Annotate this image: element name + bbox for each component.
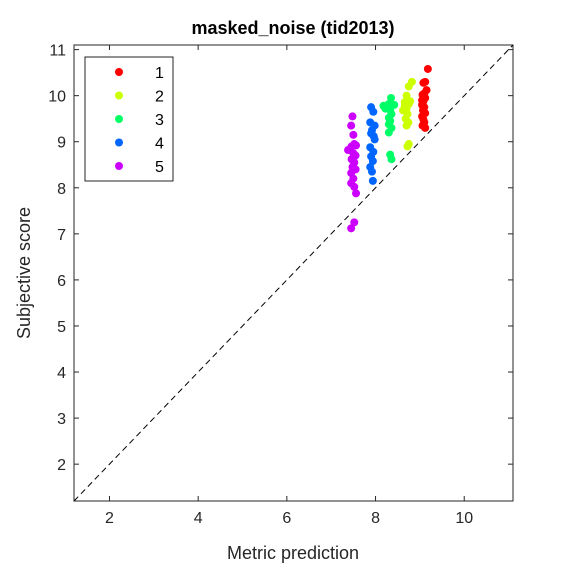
data-point-series-5 <box>348 112 357 121</box>
legend-marker-5 <box>115 162 123 170</box>
data-point-series-1 <box>421 123 430 132</box>
data-point-series-5 <box>347 224 356 233</box>
data-point-series-3 <box>387 155 396 164</box>
y-tick-label: 10 <box>48 89 66 106</box>
data-point-series-5 <box>352 141 361 150</box>
chart-title: masked_noise (tid2013) <box>191 18 394 38</box>
data-point-series-4 <box>368 176 377 185</box>
series-3 <box>379 93 399 164</box>
y-tick-label: 9 <box>57 135 66 152</box>
data-point-series-4 <box>368 157 377 166</box>
legend-box <box>84 56 174 182</box>
data-point-series-1 <box>419 78 428 87</box>
legend-label-4: 4 <box>155 136 164 153</box>
legend-label-5: 5 <box>155 159 164 176</box>
data-point-series-1 <box>423 64 432 73</box>
data-point-series-3 <box>384 128 393 137</box>
data-point-series-4 <box>370 135 379 144</box>
legend-marker-4 <box>115 138 123 147</box>
y-tick-label: 11 <box>49 43 66 60</box>
data-point-series-5 <box>350 182 359 191</box>
legend-marker-1 <box>115 68 123 76</box>
y-tick-label: 4 <box>57 365 66 382</box>
y-tick-label: 6 <box>57 273 66 290</box>
legend: 1 2 3 4 5 <box>84 56 174 182</box>
legend-label-3: 3 <box>155 112 164 129</box>
series-4 <box>366 103 379 185</box>
data-point-series-1 <box>420 89 429 98</box>
y-axis-label: Subjective score <box>14 207 34 339</box>
x-tick-label: 10 <box>455 510 473 527</box>
legend-marker-2 <box>115 91 123 100</box>
data-point-series-5 <box>350 218 359 227</box>
y-tick-label: 5 <box>57 319 66 336</box>
diagonal-line <box>73 44 514 502</box>
data-point-series-2 <box>402 121 411 130</box>
x-axis-label: Metric prediction <box>227 543 359 563</box>
y-tick-label: 2 <box>57 457 66 474</box>
data-point-series-5 <box>347 121 356 130</box>
data-points <box>344 64 432 233</box>
data-point-series-1 <box>418 96 427 105</box>
data-point-series-3 <box>390 100 399 109</box>
data-point-series-2 <box>400 101 409 110</box>
data-point-series-2 <box>406 97 415 106</box>
data-point-series-5 <box>349 130 358 139</box>
data-point-series-4 <box>367 167 376 176</box>
series-5 <box>344 112 361 233</box>
legend-label-2: 2 <box>155 89 164 106</box>
data-point-series-4 <box>369 107 378 116</box>
series-1 <box>418 64 432 132</box>
diagonal-reference-line <box>73 44 514 502</box>
x-tick-label: 6 <box>282 510 291 527</box>
legend-marker-3 <box>115 115 123 123</box>
x-tick-label: 8 <box>371 510 380 527</box>
data-point-series-3 <box>379 101 388 110</box>
data-point-series-2 <box>404 82 413 91</box>
y-axis: 2 3 4 5 6 7 8 9 10 11 <box>48 43 513 474</box>
y-tick-label: 3 <box>57 411 66 428</box>
data-point-series-2 <box>403 142 412 151</box>
y-tick-label: 7 <box>57 227 66 244</box>
x-axis: 2 4 6 8 10 <box>105 45 473 527</box>
data-point-series-5 <box>348 156 357 165</box>
y-tick-label: 8 <box>57 181 66 198</box>
x-tick-label: 2 <box>105 510 114 527</box>
legend-label-1: 1 <box>155 65 164 82</box>
data-point-series-5 <box>352 189 361 198</box>
series-2 <box>399 77 416 151</box>
x-tick-label: 4 <box>194 510 203 527</box>
